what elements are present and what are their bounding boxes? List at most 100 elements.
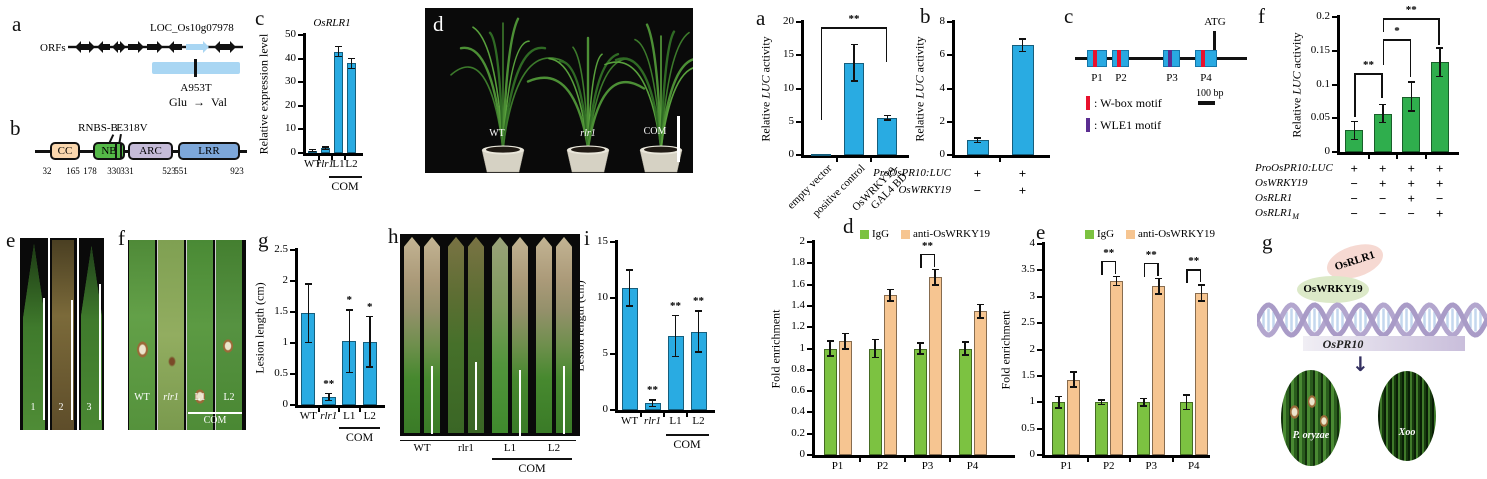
bar <box>1011 45 1034 155</box>
w-box-motif-bar <box>1093 50 1097 67</box>
error-bar-cap <box>916 342 924 344</box>
y-tick-label: 2 <box>939 114 946 127</box>
leaf-number-3: 3 <box>86 402 92 413</box>
lesion-spot <box>222 338 234 354</box>
row-value: − <box>1407 206 1415 221</box>
bar <box>883 295 897 455</box>
error-bar-cap <box>366 366 374 368</box>
aa-to: Val <box>211 95 227 109</box>
probe-label-p4: P4 <box>1200 72 1212 84</box>
error-bar-cap <box>961 341 969 343</box>
y-tick-label: 1.2 <box>791 320 805 333</box>
y-axis-label: Relative LUC activity <box>1289 31 1304 138</box>
y-tick <box>298 152 303 154</box>
error-bar-cap <box>1436 47 1444 49</box>
leaf-image <box>512 237 528 433</box>
leaf-label-l1: L1 <box>194 392 206 403</box>
y-tick <box>1037 454 1042 456</box>
panel-label-e-left: e <box>6 228 16 252</box>
x-category-label: P3 <box>1145 460 1158 472</box>
photo-divider <box>48 238 50 430</box>
y-tick <box>610 353 615 355</box>
lesion-spot <box>136 340 149 359</box>
mutation-label: A953T <box>180 82 212 94</box>
com-group-line <box>188 412 242 414</box>
measure-bar <box>475 362 477 430</box>
legend-label: IgG <box>871 228 890 240</box>
y-tick <box>796 54 801 57</box>
error-bar-cap <box>961 354 969 356</box>
y-tick-label: 10 <box>783 81 794 94</box>
error-bar-cap <box>850 43 858 46</box>
chart-lesion-length-blight: 051015Lesion length (cm)******WTrlr1L1L2… <box>573 228 716 479</box>
y-axis-line <box>801 20 804 158</box>
row-label: ProOsPR10:LUC <box>1255 162 1333 174</box>
row-value: + <box>1018 183 1027 198</box>
error-bar-cap <box>1350 120 1358 123</box>
error-bar-cap <box>304 341 312 344</box>
leaf-image-3 <box>81 246 102 430</box>
leaf-l2 <box>216 240 242 430</box>
sig-bracket <box>1101 260 1103 275</box>
error-bar-cap <box>871 356 879 359</box>
y-tick-label: 1.5 <box>274 305 288 317</box>
error-bar <box>1439 48 1441 77</box>
sig-bracket <box>1186 269 1188 284</box>
panel-label-b-left: b <box>10 116 21 140</box>
legend-swatch <box>901 229 911 239</box>
error-bar <box>964 342 966 355</box>
error-bar-cap <box>886 300 894 302</box>
error-bar-cap <box>1350 138 1358 141</box>
error-bar-cap <box>1155 277 1163 280</box>
error-bar <box>1200 285 1202 301</box>
x-category-label: P2 <box>876 460 889 472</box>
y-tick-label: 1.4 <box>791 298 805 311</box>
y-axis-line <box>615 240 618 413</box>
bar <box>1152 286 1166 455</box>
error-bar-cap <box>309 148 316 151</box>
probe-label-p2: P2 <box>1115 72 1127 84</box>
error-bar-cap <box>976 317 984 319</box>
row-value: − <box>1379 206 1387 221</box>
bar <box>1137 402 1151 455</box>
significance-label: ** <box>848 13 860 25</box>
error-bar-cap <box>1197 300 1205 302</box>
error-bar-cap <box>1019 38 1026 40</box>
leaf-image-1 <box>23 244 45 430</box>
error-bar-cap <box>322 148 329 151</box>
row-value: − <box>973 183 982 198</box>
y-tick <box>947 154 952 156</box>
ospr10-gene-bar <box>1303 336 1465 351</box>
error-bar-cap <box>826 355 834 357</box>
row-value: + <box>1407 161 1415 176</box>
significance-label: ** <box>1103 246 1115 259</box>
row-label: ProOsPR10:LUC <box>873 167 951 179</box>
significance-label: ** <box>1145 248 1157 261</box>
com-group-line <box>492 458 572 460</box>
aa-from: Glu <box>169 95 187 109</box>
row-value: − <box>1350 191 1358 206</box>
error-bar-cap <box>348 67 355 70</box>
y-axis-label: Lesion length (cm) <box>252 281 267 374</box>
error-bar-cap <box>1436 75 1444 78</box>
bar <box>1179 402 1193 455</box>
row-value: + <box>1407 191 1415 206</box>
com-group-label: COM <box>518 461 546 475</box>
legend: IgG anti-OsWRKY19 <box>815 228 1035 240</box>
group-label: COM <box>673 437 701 451</box>
error-bar-cap <box>1379 121 1387 124</box>
error-bar-cap <box>325 399 333 402</box>
error-bar <box>1058 396 1060 408</box>
error-bar-cap <box>1140 397 1148 400</box>
y-tick <box>290 404 295 406</box>
x-minor-tick <box>1367 155 1370 159</box>
measure-bar <box>99 284 101 420</box>
down-arrow-icon: ↓ <box>1352 352 1369 376</box>
x-minor-tick <box>331 156 333 160</box>
error-bar-cap <box>976 303 984 306</box>
measure-bar <box>71 300 73 420</box>
x-category-label: rlr1 <box>643 415 662 427</box>
y-tick-label: 10 <box>597 291 608 303</box>
x-minor-tick <box>1171 458 1174 462</box>
